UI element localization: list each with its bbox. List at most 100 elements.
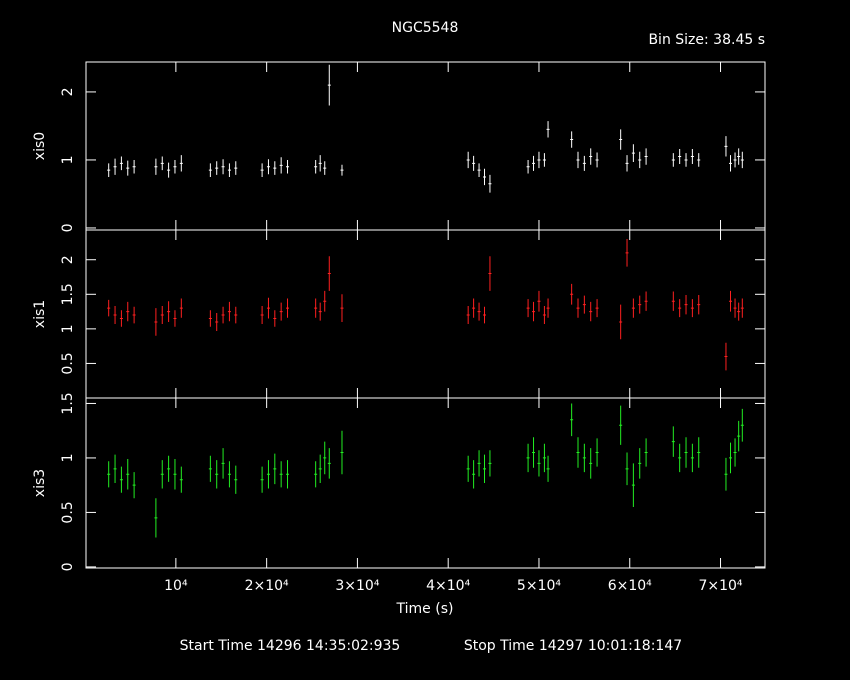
error-bar	[729, 155, 733, 172]
y-axis-label: xis0	[32, 132, 48, 160]
error-bar	[472, 155, 476, 171]
error-bar	[286, 159, 290, 174]
error-bar	[179, 155, 183, 172]
error-bar	[570, 131, 574, 148]
error-bar	[488, 256, 492, 291]
error-bar	[154, 308, 158, 336]
y-tick-label: 2	[60, 87, 76, 96]
error-bar	[208, 455, 212, 482]
error-bar	[132, 159, 136, 174]
error-bar	[279, 302, 283, 321]
error-bar	[160, 460, 164, 489]
error-bar	[697, 294, 701, 315]
error-bar	[570, 403, 574, 437]
error-bar	[678, 443, 682, 473]
error-bar	[595, 438, 599, 467]
error-bar	[526, 159, 530, 174]
error-bar	[542, 306, 546, 325]
error-bar	[260, 466, 264, 493]
error-bar	[733, 152, 737, 168]
error-bar	[589, 301, 593, 322]
x-tick-label: 2×10⁴	[245, 578, 289, 594]
error-bar	[466, 306, 470, 325]
error-bar	[126, 160, 130, 176]
x-tick-label: 3×10⁴	[335, 578, 379, 594]
error-bar	[167, 301, 171, 322]
stop-time: Stop Time 14297 10:01:18:147	[464, 638, 682, 654]
error-bar	[697, 437, 701, 468]
start-time: Start Time 14296 14:35:02:935	[180, 638, 401, 654]
error-bar	[733, 438, 737, 467]
error-bar	[466, 151, 470, 169]
error-bar	[488, 174, 492, 193]
error-bar	[638, 295, 642, 314]
error-bar	[477, 302, 481, 321]
error-bar	[724, 136, 728, 157]
error-bar	[589, 448, 593, 479]
error-bar	[729, 290, 733, 312]
error-bar	[323, 290, 327, 312]
error-bar	[733, 298, 737, 318]
error-bar	[570, 283, 574, 305]
error-bar	[576, 298, 580, 318]
x-tick-label: 7×10⁴	[698, 578, 742, 594]
error-bar	[327, 448, 331, 479]
error-bar	[542, 153, 546, 167]
error-bar	[472, 298, 476, 318]
y-tick-label: 0.5	[60, 501, 76, 523]
error-bar	[472, 460, 476, 489]
y-tick-label: 1.5	[60, 392, 76, 414]
error-bar	[132, 472, 136, 499]
error-bar	[227, 461, 231, 488]
error-bar	[266, 159, 270, 175]
error-bar	[107, 461, 111, 488]
y-tick-label: 1.5	[60, 283, 76, 305]
error-bar	[266, 460, 270, 489]
error-bar	[173, 310, 177, 327]
error-bar	[625, 155, 629, 172]
error-bar	[532, 437, 536, 468]
error-bar	[625, 452, 629, 486]
error-bar	[234, 465, 238, 494]
x-axis-label: Time (s)	[396, 601, 454, 617]
error-bar	[690, 149, 694, 165]
error-bar	[619, 405, 623, 445]
error-bar	[107, 163, 111, 177]
error-bar	[126, 459, 130, 490]
error-bar	[638, 151, 642, 169]
panel-frame	[85, 229, 766, 399]
error-bar	[684, 437, 688, 468]
error-bar	[532, 301, 536, 322]
error-bar	[631, 298, 635, 318]
error-bar	[740, 298, 744, 318]
error-bar	[644, 148, 648, 165]
error-bar	[113, 306, 117, 325]
error-bar	[318, 155, 322, 172]
error-bar	[260, 163, 264, 177]
error-bar	[327, 256, 331, 291]
error-bar	[690, 443, 694, 473]
error-bar	[589, 148, 593, 165]
error-bar	[126, 301, 130, 322]
error-bar	[537, 151, 541, 169]
error-bar	[340, 294, 344, 322]
bin-size: Bin Size: 38.45 s	[648, 32, 765, 48]
y-axis-label: xis3	[32, 469, 48, 497]
error-bar	[483, 454, 487, 483]
error-bar	[595, 152, 599, 168]
error-bar	[697, 153, 701, 167]
error-bar	[619, 304, 623, 340]
error-bar	[179, 466, 183, 493]
error-bar	[215, 161, 219, 175]
error-bar	[678, 149, 682, 165]
error-bar	[671, 291, 675, 311]
error-bar	[173, 159, 177, 174]
error-bar	[737, 302, 741, 321]
error-bar	[215, 312, 219, 331]
error-bar	[113, 454, 117, 483]
y-tick-label: 2	[60, 255, 76, 264]
error-bar	[537, 290, 541, 312]
error-bar	[221, 448, 225, 479]
error-bar	[160, 306, 164, 325]
